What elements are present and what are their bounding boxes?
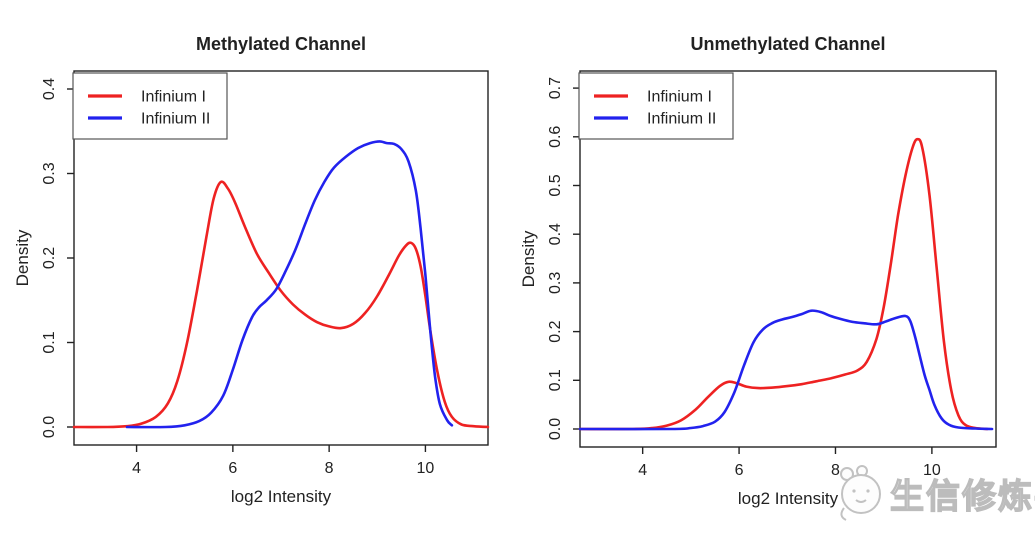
y-axis-label: Density xyxy=(519,230,538,287)
x-axis-label: log2 Intensity xyxy=(738,489,839,508)
curve-infinium-i xyxy=(578,137,989,431)
y-axis-tick-label: 0.7 xyxy=(547,77,564,99)
y-axis-tick-label: 0.3 xyxy=(41,162,58,184)
plot-border xyxy=(579,70,997,448)
curve-infinium-i xyxy=(72,180,490,429)
x-axis-tick-label: 8 xyxy=(325,460,334,477)
x-axis-tick-label: 10 xyxy=(417,460,435,477)
legend-label: Infinium II xyxy=(647,111,716,128)
curve-infinium-ii xyxy=(578,309,994,431)
legend-box xyxy=(578,72,734,140)
x-axis-tick-label: 10 xyxy=(923,462,941,479)
x-axis-tick-label: 8 xyxy=(831,462,840,479)
plot-title: Methylated Channel xyxy=(196,34,366,54)
y-axis-tick-label: 0.1 xyxy=(41,331,58,353)
x-axis-tick-label: 6 xyxy=(228,460,237,477)
curve-infinium-ii xyxy=(125,140,454,429)
plot-title: Unmethylated Channel xyxy=(690,34,885,54)
legend xyxy=(72,72,228,140)
legend-label: Infinium II xyxy=(141,111,210,128)
legend xyxy=(578,72,734,140)
y-axis-tick-label: 0.0 xyxy=(547,418,564,440)
x-axis-tick-label: 6 xyxy=(735,462,744,479)
y-axis-tick-label: 0.1 xyxy=(547,369,564,391)
legend-box xyxy=(72,72,228,140)
plot-panel-0 xyxy=(67,70,490,452)
legend-label: Infinium I xyxy=(647,89,712,106)
legend-label: Infinium I xyxy=(141,89,206,106)
y-axis-tick-label: 0.4 xyxy=(41,78,58,100)
y-axis-tick-label: 0.0 xyxy=(41,416,58,438)
y-axis-label: Density xyxy=(13,229,32,286)
y-axis-tick-label: 0.4 xyxy=(547,223,564,245)
x-axis-tick-label: 4 xyxy=(132,460,141,477)
y-axis-tick-label: 0.6 xyxy=(547,126,564,148)
x-axis-label: log2 Intensity xyxy=(231,487,332,506)
y-axis-tick-label: 0.2 xyxy=(41,247,58,269)
y-axis-tick-label: 0.3 xyxy=(547,272,564,294)
y-axis-tick-label: 0.2 xyxy=(547,320,564,342)
x-axis-tick-label: 4 xyxy=(638,462,647,479)
plot-panel-1 xyxy=(573,70,997,454)
y-axis-tick-label: 0.5 xyxy=(547,174,564,196)
